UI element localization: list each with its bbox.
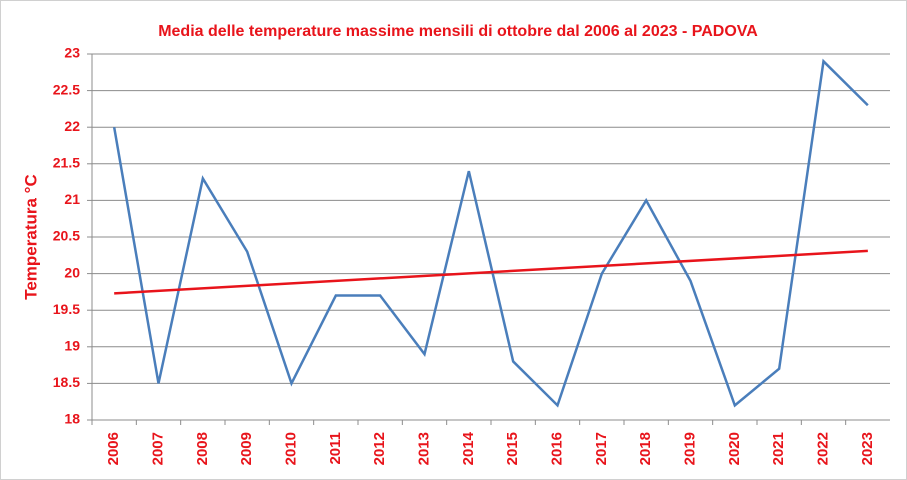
x-tick-label: 2019	[681, 432, 698, 465]
y-tick-label: 21.5	[53, 155, 80, 171]
trend-line	[114, 249, 868, 295]
y-tick-label: 19.5	[53, 301, 80, 317]
x-tick-label: 2015	[504, 432, 521, 465]
y-tick-label: 21	[64, 191, 80, 207]
chart-title: Media delle temperature massime mensili …	[158, 23, 758, 40]
x-tick-label: 2012	[371, 432, 388, 465]
y-tick-label: 22	[64, 118, 80, 134]
x-tick-label: 2011	[327, 432, 344, 465]
x-tick-label: 2021	[770, 432, 787, 465]
y-tick-label: 20.5	[53, 228, 80, 244]
x-tick-label: 2008	[194, 432, 211, 465]
x-tick-label: 2014	[460, 431, 477, 465]
x-tick-label: 2022	[814, 432, 831, 465]
y-tick-label: 20	[64, 264, 80, 280]
x-tick-label: 2006	[105, 432, 122, 465]
y-tick-label: 18	[64, 411, 80, 427]
x-tick-label: 2023	[859, 432, 876, 465]
y-tick-label: 22.5	[53, 81, 80, 97]
x-tick-label: 2007	[149, 432, 166, 465]
data-line	[112, 58, 869, 408]
x-tick-label: 2013	[415, 432, 432, 465]
x-tick-label: 2020	[726, 432, 743, 465]
y-tick-label: 18.5	[53, 374, 80, 390]
y-tick-label: 19	[64, 338, 80, 354]
y-axis-label: Temperatura °C	[21, 174, 40, 300]
x-tick-label: 2018	[637, 432, 654, 465]
y-tick-label: 23	[64, 45, 80, 61]
x-tick-label: 2009	[238, 432, 255, 465]
x-tick-label: 2010	[282, 432, 299, 465]
x-tick-label: 2017	[593, 432, 610, 465]
x-tick-label: 2016	[548, 432, 565, 465]
